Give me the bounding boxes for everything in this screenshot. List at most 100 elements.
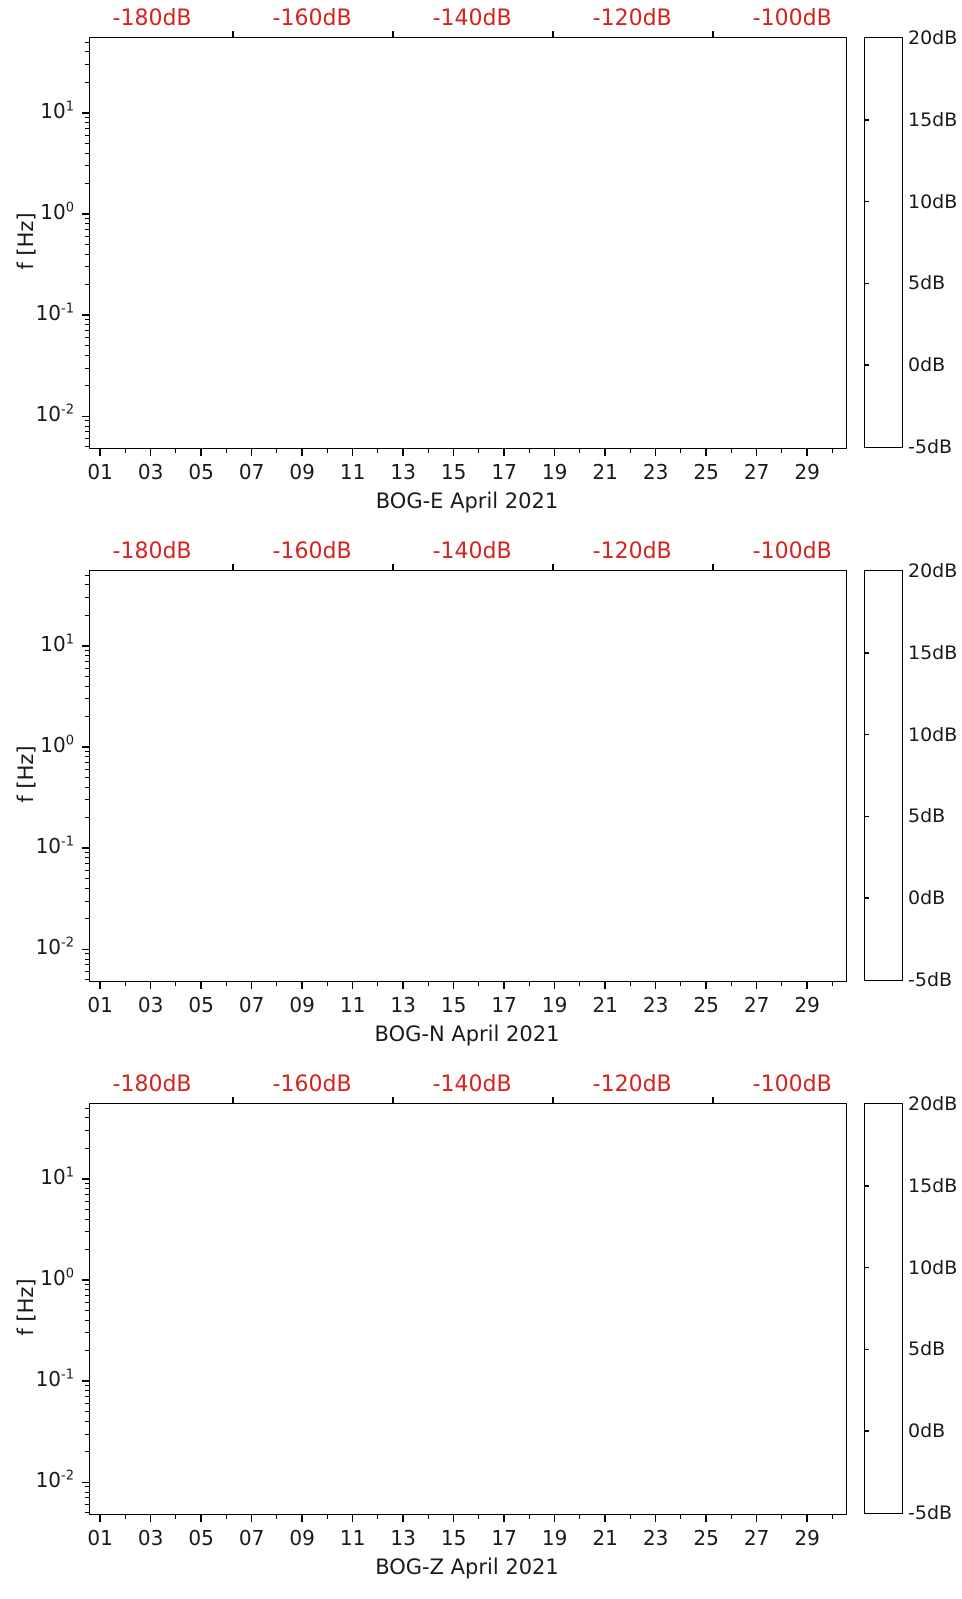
x-axis-minor-tick (377, 982, 379, 986)
colorbar-gradient-canvas (865, 1104, 902, 1513)
y-axis-minor-tick (85, 367, 90, 369)
y-tick-exponent: -2 (61, 935, 74, 951)
colorbar-tick (864, 364, 869, 366)
y-axis-minor-tick (85, 223, 90, 225)
colorbar-tick (864, 652, 869, 654)
plot-area (89, 37, 847, 449)
x-axis-minor-tick (781, 449, 783, 453)
y-axis-minor-tick (85, 51, 90, 53)
y-axis-minor-tick (85, 1451, 90, 1453)
y-axis-minor-tick (85, 218, 90, 220)
y-axis-minor-tick (85, 1396, 90, 1398)
y-axis-minor-tick (85, 870, 90, 872)
plot-area (89, 570, 847, 982)
y-tick-base: 10 (40, 733, 66, 758)
y-axis-tick-label: 101 (14, 632, 74, 656)
y-axis-label: f [Hz] (14, 744, 38, 803)
colorbar-gradient-canvas (865, 38, 902, 447)
colorbar-tick-label: 10dB (908, 1256, 958, 1279)
y-axis-minor-tick (85, 1504, 90, 1506)
y-axis-minor-tick (85, 1249, 90, 1251)
x-axis-major-tick (351, 449, 354, 456)
x-axis-tick-label: 01 (87, 460, 113, 484)
y-axis-minor-tick (85, 1183, 90, 1184)
y-axis-minor-tick (85, 667, 90, 669)
colorbar (864, 570, 903, 981)
x-axis-minor-tick (629, 1515, 631, 1519)
y-tick-exponent: 1 (65, 1165, 74, 1181)
x-axis-tick-label: 17 (491, 993, 517, 1017)
y-axis-minor-tick (85, 1512, 90, 1514)
y-axis-minor-tick (85, 756, 90, 758)
y-axis-minor-tick (85, 958, 90, 960)
y-tick-base: 10 (40, 1164, 66, 1189)
y-axis-minor-tick (85, 1284, 90, 1286)
y-axis-major-tick (82, 415, 90, 418)
y-axis-tick-label: 10-1 (14, 834, 74, 858)
colorbar-tick (864, 815, 869, 818)
top-axis-minor-tick (232, 31, 234, 37)
y-axis-minor-tick (85, 614, 90, 616)
top-axis-tick-label: -140dB (432, 1072, 512, 1097)
y-axis-minor-tick (85, 574, 90, 576)
y-tick-base: 10 (35, 1468, 62, 1493)
top-axis-tick-label: -100dB (752, 539, 832, 564)
y-tick-exponent: -2 (61, 1468, 74, 1484)
x-axis-major-tick (705, 982, 707, 989)
colorbar-tick (864, 1185, 869, 1187)
y-axis-minor-tick (85, 81, 90, 83)
colorbar-tick (864, 1266, 869, 1269)
y-axis-tick-label: 10-2 (14, 935, 74, 959)
x-axis-tick-label: 23 (642, 993, 669, 1017)
x-axis-tick-label: 11 (339, 460, 366, 484)
x-axis-minor-tick (124, 982, 126, 986)
y-tick-exponent: -1 (61, 301, 74, 317)
x-axis-minor-tick (579, 449, 581, 453)
y-axis-minor-tick (85, 1491, 90, 1493)
y-axis-minor-tick (85, 266, 90, 268)
x-axis-major-tick (452, 449, 455, 456)
x-axis-major-tick (755, 982, 758, 989)
x-axis-minor-tick (377, 449, 379, 453)
colorbar-tick-label: 15dB (908, 1174, 958, 1197)
x-axis-major-tick (99, 449, 101, 456)
y-axis-minor-tick (85, 1194, 90, 1196)
y-axis-minor-tick (85, 243, 90, 245)
x-axis-minor-tick (276, 982, 278, 986)
top-axis-tick-label: -180dB (112, 1072, 192, 1097)
y-axis-minor-tick (85, 918, 90, 920)
y-axis-major-tick (82, 1178, 90, 1180)
y-axis-minor-tick (85, 1309, 90, 1311)
x-axis-tick-label: 09 (289, 1526, 315, 1550)
y-tick-base: 10 (40, 98, 66, 123)
y-axis-minor-tick (85, 134, 90, 136)
x-axis-major-tick (806, 449, 808, 456)
y-axis-minor-tick (85, 253, 90, 255)
y-axis-minor-tick (85, 385, 90, 387)
colorbar-tick (864, 200, 869, 203)
spectrogram-canvas-BOG-Z (90, 1104, 845, 1513)
x-axis-tick-label: 11 (339, 993, 366, 1017)
y-axis-minor-tick (85, 1411, 90, 1413)
y-axis-tick-label: 100 (14, 733, 74, 757)
top-axis-tick-label: -120dB (592, 539, 672, 564)
y-axis-minor-tick (85, 431, 90, 433)
colorbar (864, 37, 903, 448)
colorbar (864, 1103, 903, 1514)
top-axis-tick-label: -100dB (752, 1072, 832, 1097)
y-axis-major-tick (82, 314, 90, 316)
y-tick-exponent: 0 (65, 200, 74, 216)
x-axis-tick-label: 05 (188, 460, 214, 484)
x-axis-tick-label: 07 (238, 1526, 265, 1550)
x-axis-major-tick (402, 982, 404, 989)
x-axis-major-tick (452, 1515, 455, 1522)
x-axis-minor-tick (276, 1515, 278, 1519)
y-axis-minor-tick (85, 650, 90, 651)
y-tick-exponent: 0 (65, 1266, 74, 1282)
colorbar-tick-label: 5dB (908, 272, 946, 295)
top-axis-minor-tick (552, 31, 554, 37)
y-axis-minor-tick (85, 330, 90, 332)
y-axis-major-tick (82, 948, 90, 951)
x-axis-major-tick (553, 982, 556, 989)
x-axis-tick-label: 05 (188, 993, 214, 1017)
